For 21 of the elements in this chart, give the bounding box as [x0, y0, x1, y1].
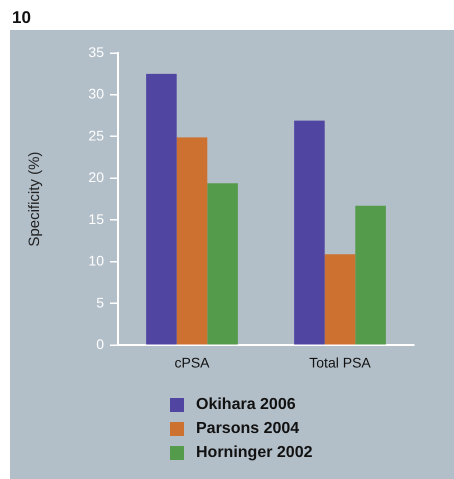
y-tick-label: 20 — [88, 169, 104, 186]
y-tick-label: 25 — [88, 127, 104, 144]
y-axis-title: Specificity (%) — [26, 152, 44, 247]
y-tick-label: 15 — [88, 210, 104, 227]
y-tick-label: 30 — [88, 86, 104, 102]
y-tick-label: 35 — [88, 44, 104, 60]
y-tick-label: 10 — [88, 252, 104, 269]
bar — [146, 74, 177, 344]
x-tick-label: Total PSA — [309, 354, 372, 370]
bar — [207, 183, 238, 344]
text: 10 — [12, 8, 31, 28]
y-tick-label: 5 — [96, 294, 104, 310]
y-tick-label: 0 — [96, 336, 104, 352]
bar — [355, 206, 386, 344]
legend-label: Parsons 2004 — [196, 420, 300, 438]
legend-label: Okihara 2006 — [196, 396, 296, 414]
bar — [176, 137, 208, 344]
bar — [324, 254, 356, 344]
x-tick-label: cPSA — [174, 354, 210, 370]
legend-label: Horninger 2002 — [196, 444, 312, 462]
bar — [294, 120, 325, 344]
